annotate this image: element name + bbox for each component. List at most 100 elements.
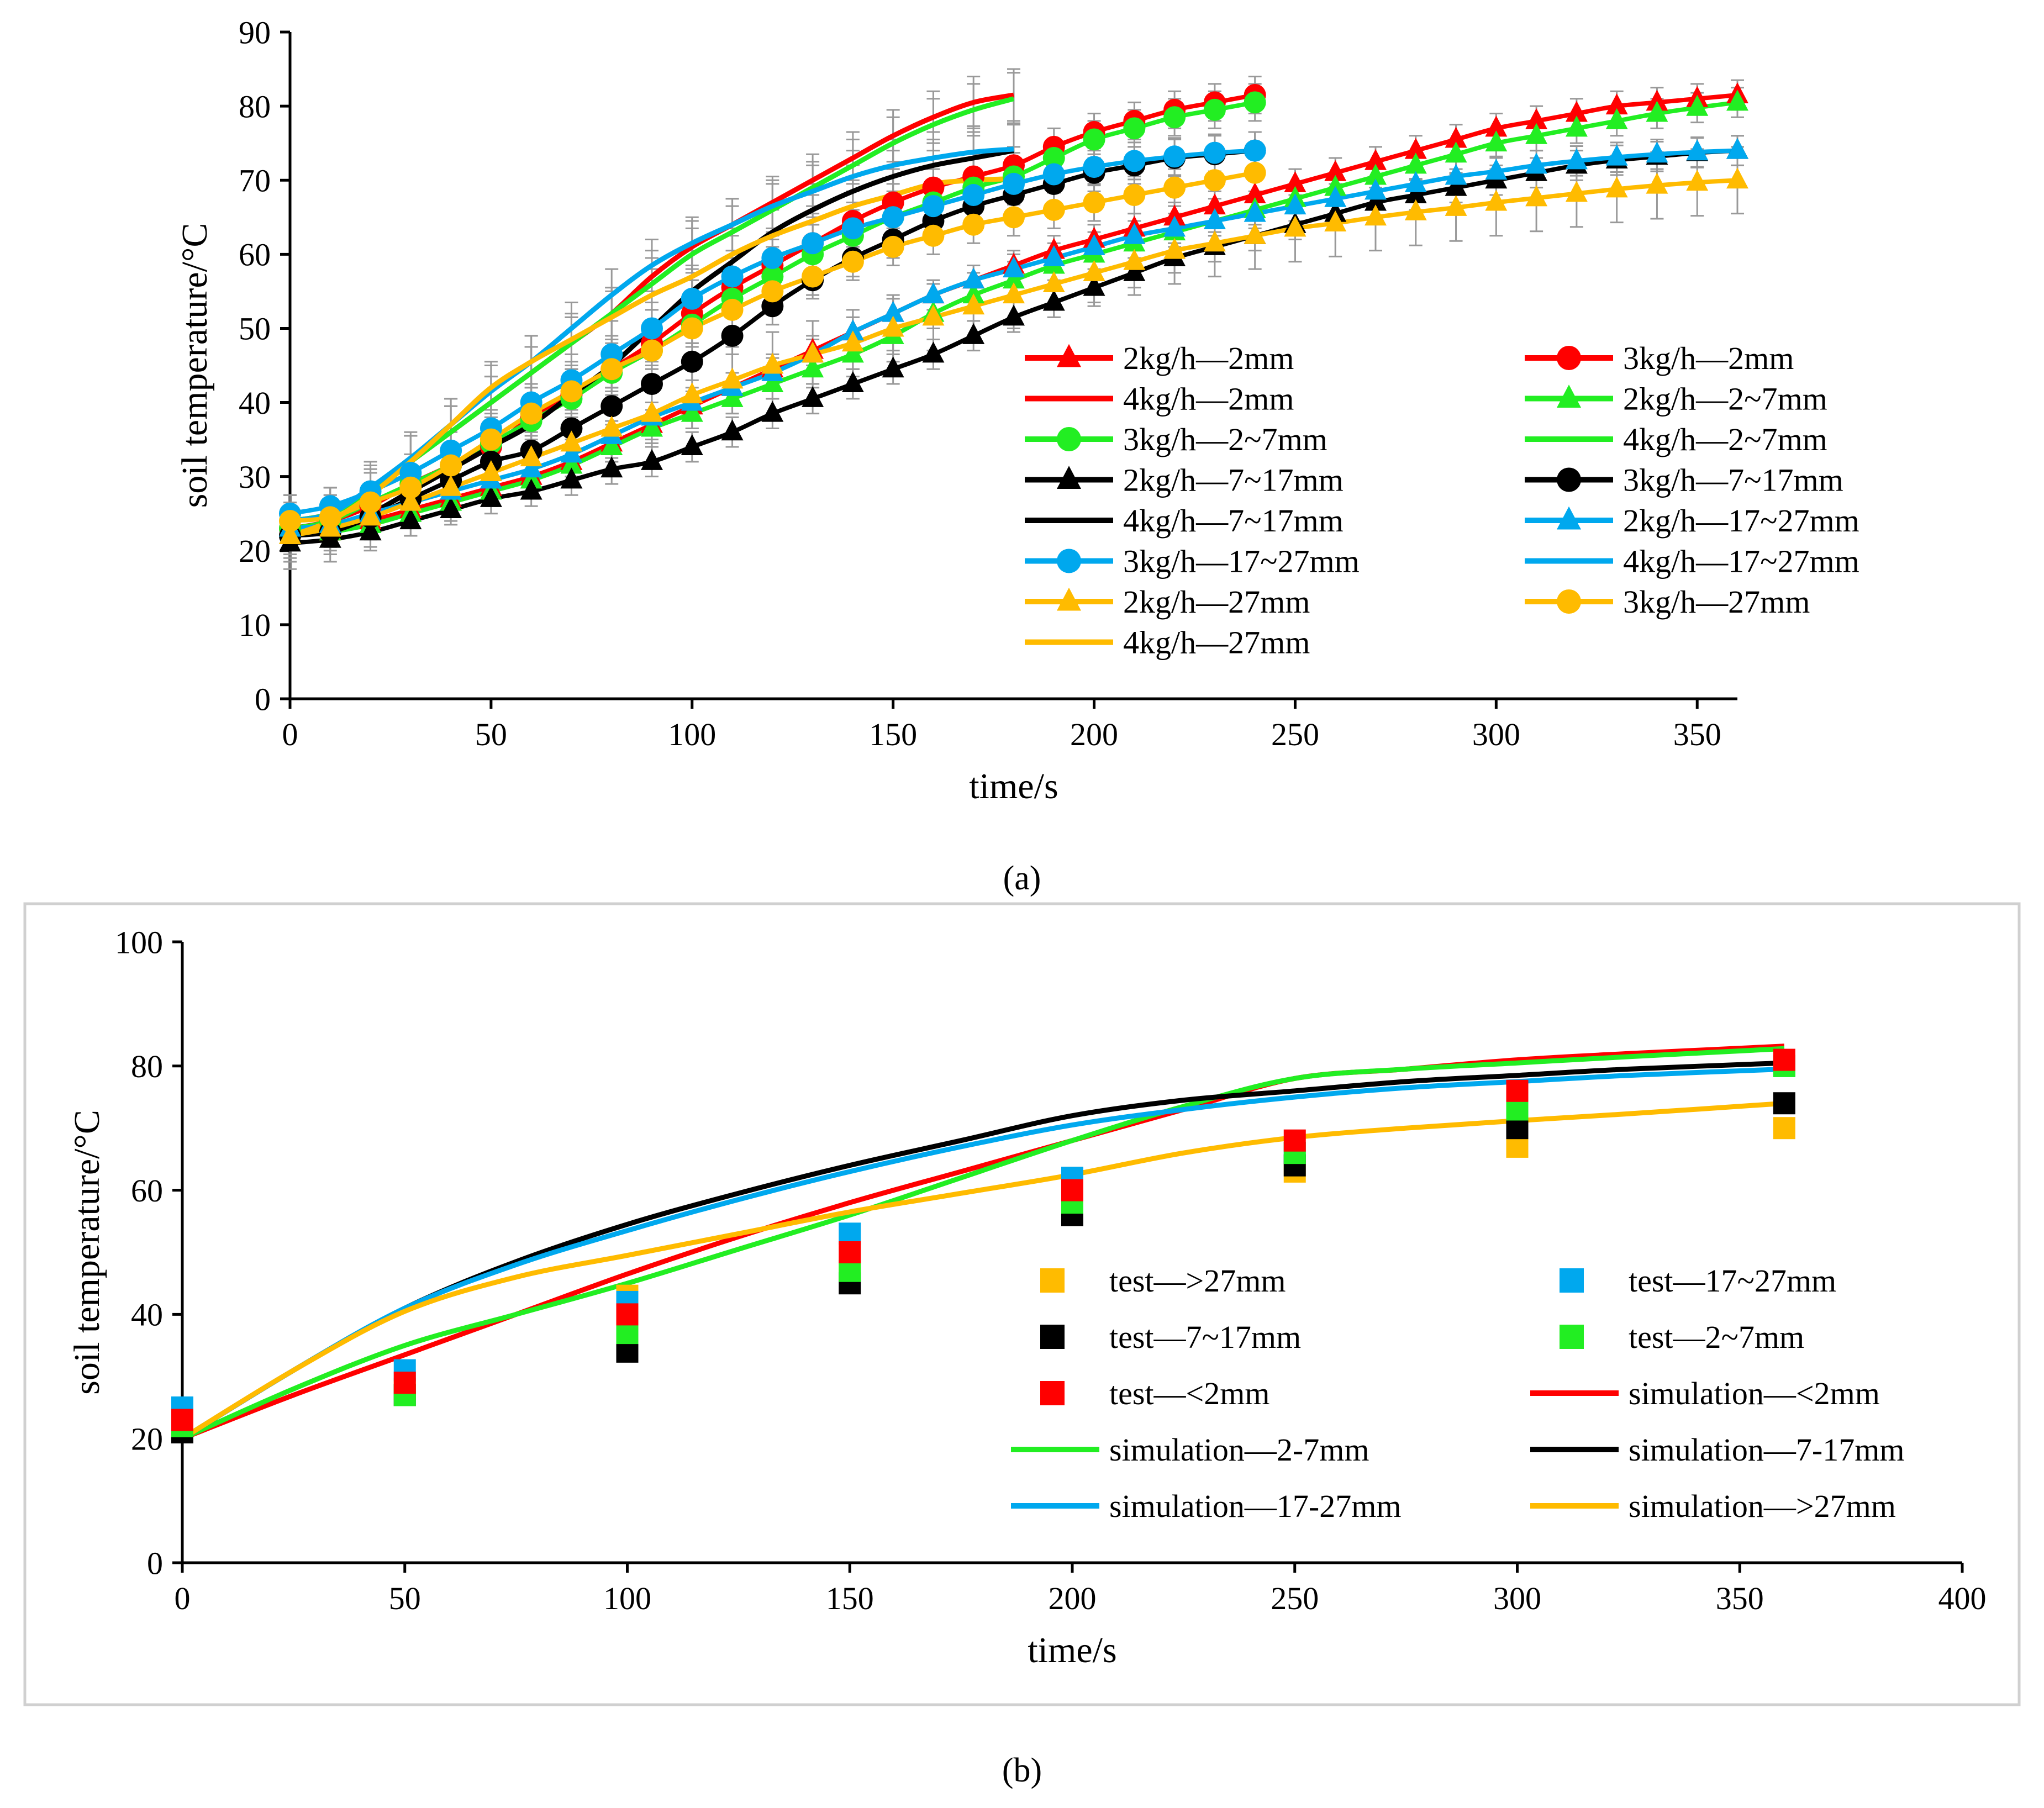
a-legend-label-3kg-h-2-7mm: 3kg/h—2~7mm [1123,421,1327,457]
a-point-3kg-h-17-27mm [841,217,864,240]
panel-a-caption: (a) [1003,860,1041,897]
a-point-3kg-h-7-17mm [560,417,583,440]
a-y-tick-label: 50 [239,311,271,347]
b-y-tick-label: 100 [115,924,163,960]
a-point-2kg-h-17-27mm [1365,178,1387,200]
a-point-2kg-h-2mm [1365,149,1387,170]
a-point-3kg-h-7-17mm [681,350,703,373]
a-legend-label-4kg-h-17-27mm: 4kg/h—17~27mm [1623,544,1859,579]
a-point-3kg-h-17-27mm [922,195,945,218]
a-point-2kg-h-27mm [962,293,985,315]
a-point-3kg-h-2-7mm [1042,146,1065,169]
b-legend-marker-test-7-17mm [1040,1325,1065,1349]
a-x-tick-label: 200 [1070,716,1118,752]
a-legend-marker-3kg-h-17-27mm [1057,549,1081,573]
b-point-test-2-7mm [839,1259,861,1282]
b-y-tick-label: 80 [131,1048,163,1084]
a-point-2kg-h-2mm [1445,126,1467,148]
a-point-3kg-h-7-17mm [641,373,663,396]
a-point-2kg-h-2-7mm [802,356,824,378]
a-point-2kg-h-2-7mm [1365,164,1387,185]
a-point-2kg-h-17-27mm [1485,159,1508,180]
a-point-2kg-h-27mm [1726,167,1748,189]
a-legend-label-2kg-h-17-27mm: 2kg/h—17~27mm [1623,503,1859,539]
a-point-3kg-h-17-27mm [962,184,985,207]
a-point-2kg-h-27mm [560,430,583,452]
a-x-axis-label: time/s [969,766,1058,807]
a-point-3kg-h-27mm [399,476,422,499]
a-point-3kg-h-2-7mm [1163,106,1186,129]
a-point-2kg-h-2-7mm [681,400,703,422]
a-point-2kg-h-27mm [841,330,864,352]
a-point-2kg-h-27mm [440,475,462,496]
a-point-3kg-h-27mm [319,506,341,529]
a-x-tick-label: 50 [475,716,507,752]
a-point-3kg-h-2-7mm [1203,98,1226,121]
b-legend-label-simulation-17-27mm: simulation—17-27mm [1109,1488,1401,1524]
a-point-3kg-h-27mm [1083,191,1105,214]
a-point-3kg-h-27mm [882,235,904,258]
a-y-tick-label: 40 [239,385,271,421]
a-point-3kg-h-17-27mm [802,232,824,255]
a-point-2kg-h-27mm [1244,223,1266,244]
a-point-2kg-h-17-27mm [560,441,583,463]
a-legend-marker-3kg-h-7-17mm [1557,467,1581,492]
a-point-3kg-h-7-17mm [600,395,623,418]
a-point-2kg-h-27mm [1284,215,1307,237]
b-x-tick-label: 300 [1493,1580,1541,1616]
panel-b-caption: (b) [1002,1752,1042,1789]
a-point-3kg-h-27mm [359,491,382,514]
a-point-2kg-h-17-27mm [1203,208,1226,229]
a-point-3kg-h-27mm [841,250,864,273]
b-point-test-7-17mm [1773,1092,1795,1115]
a-point-2kg-h-27mm [480,460,502,481]
b-point-test-2mm [839,1241,861,1263]
b-legend-label-simulation-27mm: simulation—>27mm [1629,1488,1896,1524]
a-point-2kg-h-7-17mm [359,519,382,541]
a-legend-label-3kg-h-7-17mm: 3kg/h—7~17mm [1623,462,1843,498]
a-point-2kg-h-27mm [1163,238,1186,259]
b-y-tick-label: 20 [131,1421,163,1457]
a-legend-label-3kg-h-2mm: 3kg/h—2mm [1623,340,1794,376]
a-legend-label-2kg-h-2mm: 2kg/h—2mm [1123,340,1294,376]
a-point-2kg-h-7-17mm [1003,304,1025,326]
a-point-2kg-h-27mm [1565,181,1588,202]
a-point-2kg-h-27mm [1445,194,1467,216]
b-legend-label-test-2mm: test—<2mm [1109,1375,1269,1411]
b-point-test-7-17mm [616,1340,639,1363]
b-legend: test—>27mm test—17~27mm test—7~17mm test—2~… [1011,1263,1904,1524]
a-legend-label-3kg-h-17-27mm: 3kg/h—17~27mm [1123,544,1360,579]
a-y-tick-label: 30 [239,459,271,495]
a-point-3kg-h-17-27mm [641,317,663,340]
a-point-3kg-h-17-27mm [1003,172,1025,195]
b-line-simulation-27mm [181,1100,1785,1441]
a-point-3kg-h-27mm [681,317,703,340]
a-point-3kg-h-17-27mm [1244,139,1266,162]
a-legend-label-2kg-h-7-17mm: 2kg/h—7~17mm [1123,462,1344,498]
a-point-2kg-h-7-17mm [641,449,663,470]
b-y-tick-label: 0 [147,1545,163,1581]
a-point-2kg-h-27mm [1485,189,1508,211]
a-point-2kg-h-2-7mm [962,282,985,304]
b-y-tick-label: 60 [131,1173,163,1209]
a-point-2kg-h-7-17mm [1123,260,1146,281]
a-legend-label-2kg-h-27mm: 2kg/h—27mm [1123,584,1310,620]
b-legend-label-simulation-2-7mm: simulation—2-7mm [1109,1432,1369,1468]
b-legend-marker-test-27mm [1040,1268,1065,1293]
a-point-2kg-h-7-17mm [480,486,502,507]
a-x-tick-label: 350 [1673,716,1721,752]
b-y-axis-label: soil temperature/°C [67,1110,107,1395]
b-x-tick-label: 350 [1716,1580,1764,1616]
a-x-tick-label: 0 [282,716,298,752]
a-series-markers [279,82,1748,552]
a-y-tick-label: 90 [239,14,271,50]
a-x-tick-label: 300 [1472,716,1520,752]
a-point-3kg-h-2-7mm [1123,117,1146,140]
b-point-test-17-27mm [839,1222,861,1245]
b-x-tick-label: 400 [1938,1580,1987,1616]
a-point-2kg-h-17-27mm [1324,186,1347,207]
a-point-2kg-h-17-27mm [520,456,542,478]
a-point-2kg-h-7-17mm [882,356,904,378]
a-point-2kg-h-2mm [1646,89,1668,111]
